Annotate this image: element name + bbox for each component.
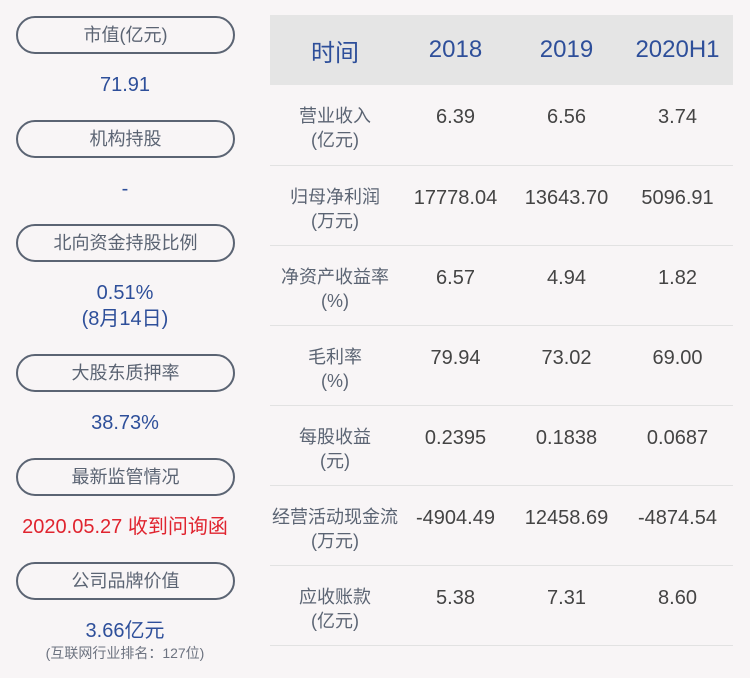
- table-row: 营业收入 (亿元) 6.39 6.56 3.74: [270, 85, 733, 166]
- metric-name: 毛利率: [308, 346, 362, 367]
- metric-unit: (%): [321, 370, 349, 391]
- header-2020h1: 2020H1: [622, 15, 733, 85]
- metric-name: 经营活动现金流: [272, 506, 398, 527]
- metric-name: 净资产收益率: [281, 266, 389, 287]
- metric-value: 0.2395: [400, 405, 511, 486]
- market-cap-label: 市值(亿元): [16, 16, 235, 54]
- metric-value: 79.94: [400, 325, 511, 406]
- metric-value: 69.00: [622, 325, 733, 406]
- regulatory-value: 2020.05.27 收到问询函: [22, 516, 228, 538]
- institutional-holding-label: 机构持股: [16, 120, 235, 158]
- row-label: 毛利率 (%): [270, 325, 400, 406]
- metric-name: 营业收入: [299, 106, 371, 126]
- brand-rank-note: (互联网行业排名：127位): [45, 645, 205, 661]
- institutional-holding-value: -: [121, 178, 129, 200]
- row-label: 每股收益 (元): [270, 405, 400, 486]
- table-row: 经营活动现金流 (万元) -4904.49 12458.69 -4874.54: [270, 485, 733, 566]
- row-label: 净资产收益率 (%): [270, 245, 400, 326]
- metric-value: 4.94: [511, 245, 622, 326]
- header-2018: 2018: [400, 15, 511, 85]
- metric-value: 0.0687: [622, 405, 733, 486]
- metric-unit: (%): [321, 290, 349, 311]
- header-time: 时间: [270, 15, 400, 85]
- financial-table: 时间 2018 2019 2020H1 营业收入 (亿元) 6.39 6.56 3.74…: [270, 15, 733, 646]
- metric-value: 3.74: [622, 85, 733, 166]
- metric-value: 7.31: [511, 565, 622, 646]
- pledge-rate-value: 38.73%: [91, 412, 159, 434]
- metric-value: 1.82: [622, 245, 733, 326]
- metric-value: 13643.70: [511, 165, 622, 246]
- regulatory-label: 最新监管情况: [16, 458, 235, 496]
- table-row: 归母净利润 (万元) 17778.04 13643.70 5096.91: [270, 165, 733, 246]
- brand-value-label: 公司品牌价值: [16, 562, 235, 600]
- metric-name: 归母净利润: [290, 186, 380, 207]
- row-label: 应收账款 (亿元): [270, 565, 400, 646]
- table-header: 时间 2018 2019 2020H1: [270, 15, 733, 85]
- metric-value: 5.38: [400, 565, 511, 646]
- metric-unit: (万元): [311, 530, 359, 551]
- metric-unit: (万元): [311, 210, 359, 231]
- metric-unit: (亿元): [311, 610, 359, 631]
- metric-value: 73.02: [511, 325, 622, 406]
- pledge-rate-label: 大股东质押率: [16, 354, 235, 392]
- metric-name: 每股收益: [299, 426, 371, 447]
- table-row: 每股收益 (元) 0.2395 0.1838 0.0687: [270, 405, 733, 486]
- brand-value: 3.66亿元: [85, 620, 165, 642]
- metric-value: -4874.54: [622, 485, 733, 566]
- metric-value: -4904.49: [400, 485, 511, 566]
- metric-unit: (亿元): [311, 130, 359, 150]
- northbound-ratio-value: 0.51%: [96, 282, 154, 304]
- header-2019: 2019: [511, 15, 622, 85]
- market-cap-value: 71.91: [99, 74, 151, 96]
- metric-value: 5096.91: [622, 165, 733, 246]
- table-row: 净资产收益率 (%) 6.57 4.94 1.82: [270, 245, 733, 326]
- metric-value: 0.1838: [511, 405, 622, 486]
- metric-value: 17778.04: [400, 165, 511, 246]
- metric-name: 应收账款: [299, 586, 371, 607]
- metric-value: 8.60: [622, 565, 733, 646]
- metric-value: 12458.69: [511, 485, 622, 566]
- metric-unit: (元): [320, 450, 350, 471]
- row-label: 经营活动现金流 (万元): [270, 485, 400, 566]
- metric-value: 6.39: [400, 85, 511, 166]
- row-label: 归母净利润 (万元): [270, 165, 400, 246]
- northbound-ratio-date: (8月14日): [81, 308, 169, 330]
- row-label: 营业收入 (亿元): [270, 85, 400, 166]
- northbound-ratio-label: 北向资金持股比例: [16, 224, 235, 262]
- metric-value: 6.57: [400, 245, 511, 326]
- table-row: 毛利率 (%) 79.94 73.02 69.00: [270, 325, 733, 406]
- metric-value: 6.56: [511, 85, 622, 166]
- table-row: 应收账款 (亿元) 5.38 7.31 8.60: [270, 565, 733, 646]
